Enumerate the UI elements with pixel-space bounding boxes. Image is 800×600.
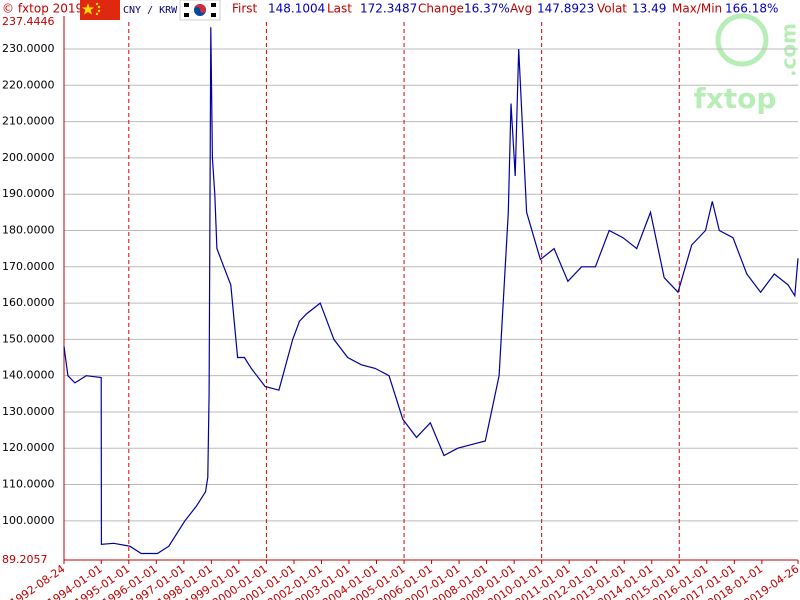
- korea-flag: [179, 0, 221, 21]
- stat-label: First: [232, 2, 258, 16]
- y-tick-label: 130.0000: [2, 405, 55, 418]
- y-tick-label: 200.0000: [2, 151, 55, 164]
- stat-value: 16.37%: [464, 2, 510, 16]
- stat-value: 172.3487: [360, 2, 417, 16]
- watermark-domain: .com: [777, 23, 800, 77]
- stat-value: 166.18%: [725, 2, 778, 16]
- y-tick-label: 237.4446: [2, 15, 55, 28]
- y-tick-label: 100.0000: [2, 514, 55, 527]
- y-tick-label: 89.2057: [2, 553, 48, 566]
- stat-label: Max/Min: [672, 2, 722, 16]
- stat-label: Last: [327, 2, 352, 16]
- stat-value: 148.1004: [268, 2, 325, 16]
- china-flag: [80, 0, 120, 20]
- watermark-brand: fxtop: [694, 82, 777, 115]
- stat-value: 147.8923: [537, 2, 594, 16]
- y-tick-label: 140.0000: [2, 369, 55, 382]
- y-tick-label: 110.0000: [2, 478, 55, 491]
- y-tick-label: 120.0000: [2, 441, 55, 454]
- y-tick-label: 210.0000: [2, 115, 55, 128]
- stat-label: Change: [418, 2, 464, 16]
- y-tick-label: 160.0000: [2, 296, 55, 309]
- currency-pair: CNY / KRW: [123, 5, 178, 16]
- y-tick-label: 180.0000: [2, 223, 55, 236]
- copyright: © fxtop 2019: [2, 2, 83, 16]
- stat-label: Volat: [597, 2, 627, 16]
- stat-value: 13.49: [632, 2, 666, 16]
- price-line: [63, 27, 799, 555]
- y-tick-label: 220.0000: [2, 78, 55, 91]
- stat-label: Avg: [510, 2, 532, 16]
- y-tick-label: 190.0000: [2, 187, 55, 200]
- y-tick-label: 230.0000: [2, 42, 55, 55]
- y-tick-label: 150.0000: [2, 332, 55, 345]
- watermark: fxtop .com: [694, 13, 800, 115]
- y-tick-label: 170.0000: [2, 260, 55, 273]
